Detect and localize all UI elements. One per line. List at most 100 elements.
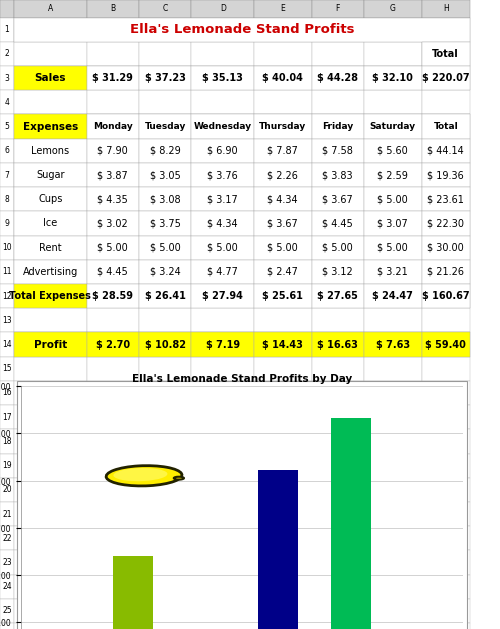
Bar — [422, 66, 470, 90]
Bar — [86, 66, 139, 90]
Bar — [422, 187, 470, 211]
Bar — [139, 502, 192, 526]
Bar — [331, 418, 371, 629]
Bar — [86, 332, 139, 357]
Text: 23: 23 — [2, 558, 12, 567]
Bar — [0, 381, 14, 405]
Bar — [14, 66, 86, 90]
Bar — [254, 332, 312, 357]
Bar — [139, 623, 192, 629]
Bar — [139, 187, 192, 211]
Bar — [14, 42, 86, 66]
Bar — [364, 502, 422, 526]
Bar — [0, 42, 14, 66]
Bar — [139, 114, 192, 138]
Text: A: A — [48, 4, 53, 13]
Bar — [364, 260, 422, 284]
Text: $ 22.30: $ 22.30 — [427, 218, 464, 228]
Bar — [422, 18, 470, 42]
Bar — [86, 211, 139, 236]
Bar — [139, 405, 192, 429]
Bar — [192, 163, 254, 187]
Bar — [422, 429, 470, 454]
Bar — [312, 66, 364, 90]
Bar — [86, 91, 139, 114]
Bar — [364, 114, 422, 138]
Text: Tuesday: Tuesday — [144, 122, 186, 131]
Bar — [139, 163, 192, 187]
Bar — [139, 260, 192, 284]
Bar — [254, 284, 312, 308]
Bar — [312, 260, 364, 284]
Text: $ 3.87: $ 3.87 — [98, 170, 128, 180]
Bar — [86, 66, 139, 90]
Bar — [312, 91, 364, 114]
Bar — [312, 0, 364, 18]
Bar — [192, 18, 254, 42]
Text: Sugar: Sugar — [36, 170, 64, 180]
Bar — [312, 138, 364, 163]
Bar — [86, 429, 139, 454]
Bar — [14, 429, 86, 454]
Bar — [254, 236, 312, 260]
Text: 12: 12 — [2, 292, 12, 301]
Title: Ella's Lemonade Stand Profits by Day: Ella's Lemonade Stand Profits by Day — [132, 374, 352, 384]
Bar — [312, 138, 364, 163]
Text: $ 25.61: $ 25.61 — [262, 291, 303, 301]
Bar — [254, 550, 312, 575]
Bar — [364, 454, 422, 478]
Bar — [258, 470, 298, 629]
Bar — [14, 332, 86, 357]
Text: 2: 2 — [4, 50, 10, 58]
Text: Sales: Sales — [34, 73, 66, 83]
Bar — [254, 138, 312, 163]
Text: Rent: Rent — [39, 243, 62, 253]
Text: 25: 25 — [2, 606, 12, 615]
Bar — [0, 18, 14, 42]
Bar — [422, 526, 470, 550]
Text: $ 3.83: $ 3.83 — [322, 170, 353, 180]
Text: 4: 4 — [4, 98, 10, 107]
Bar — [422, 284, 470, 308]
Bar — [192, 211, 254, 236]
Bar — [192, 91, 254, 114]
Text: 1: 1 — [4, 25, 10, 34]
Bar — [364, 381, 422, 405]
Bar — [192, 138, 254, 163]
Bar — [14, 18, 470, 42]
Text: $ 5.00: $ 5.00 — [268, 243, 298, 253]
Bar — [254, 163, 312, 187]
Text: $ 31.29: $ 31.29 — [92, 73, 133, 83]
Text: 3: 3 — [4, 74, 10, 82]
Bar — [0, 114, 14, 138]
Bar — [364, 260, 422, 284]
Bar — [86, 575, 139, 599]
Text: $ 3.24: $ 3.24 — [150, 267, 180, 277]
Bar — [14, 454, 86, 478]
Bar — [0, 236, 14, 260]
Bar — [422, 332, 470, 357]
Bar — [312, 211, 364, 236]
Bar — [312, 114, 364, 138]
Bar — [192, 66, 254, 90]
Text: 14: 14 — [2, 340, 12, 349]
Bar — [16, 381, 468, 629]
Bar — [86, 42, 139, 66]
Bar — [86, 211, 139, 236]
Text: $ 27.65: $ 27.65 — [318, 291, 358, 301]
Text: 15: 15 — [2, 364, 12, 373]
Bar — [364, 0, 422, 18]
Bar — [14, 18, 86, 42]
Text: $ 3.17: $ 3.17 — [208, 194, 238, 204]
Bar — [14, 284, 86, 308]
Bar — [422, 114, 470, 138]
Bar — [312, 332, 364, 357]
Text: Expenses: Expenses — [22, 121, 78, 131]
Bar — [139, 599, 192, 623]
Bar — [0, 575, 14, 599]
Bar — [139, 42, 192, 66]
Text: $ 2.70: $ 2.70 — [96, 340, 130, 350]
Bar — [254, 284, 312, 308]
Bar — [254, 0, 312, 18]
Bar — [192, 138, 254, 163]
